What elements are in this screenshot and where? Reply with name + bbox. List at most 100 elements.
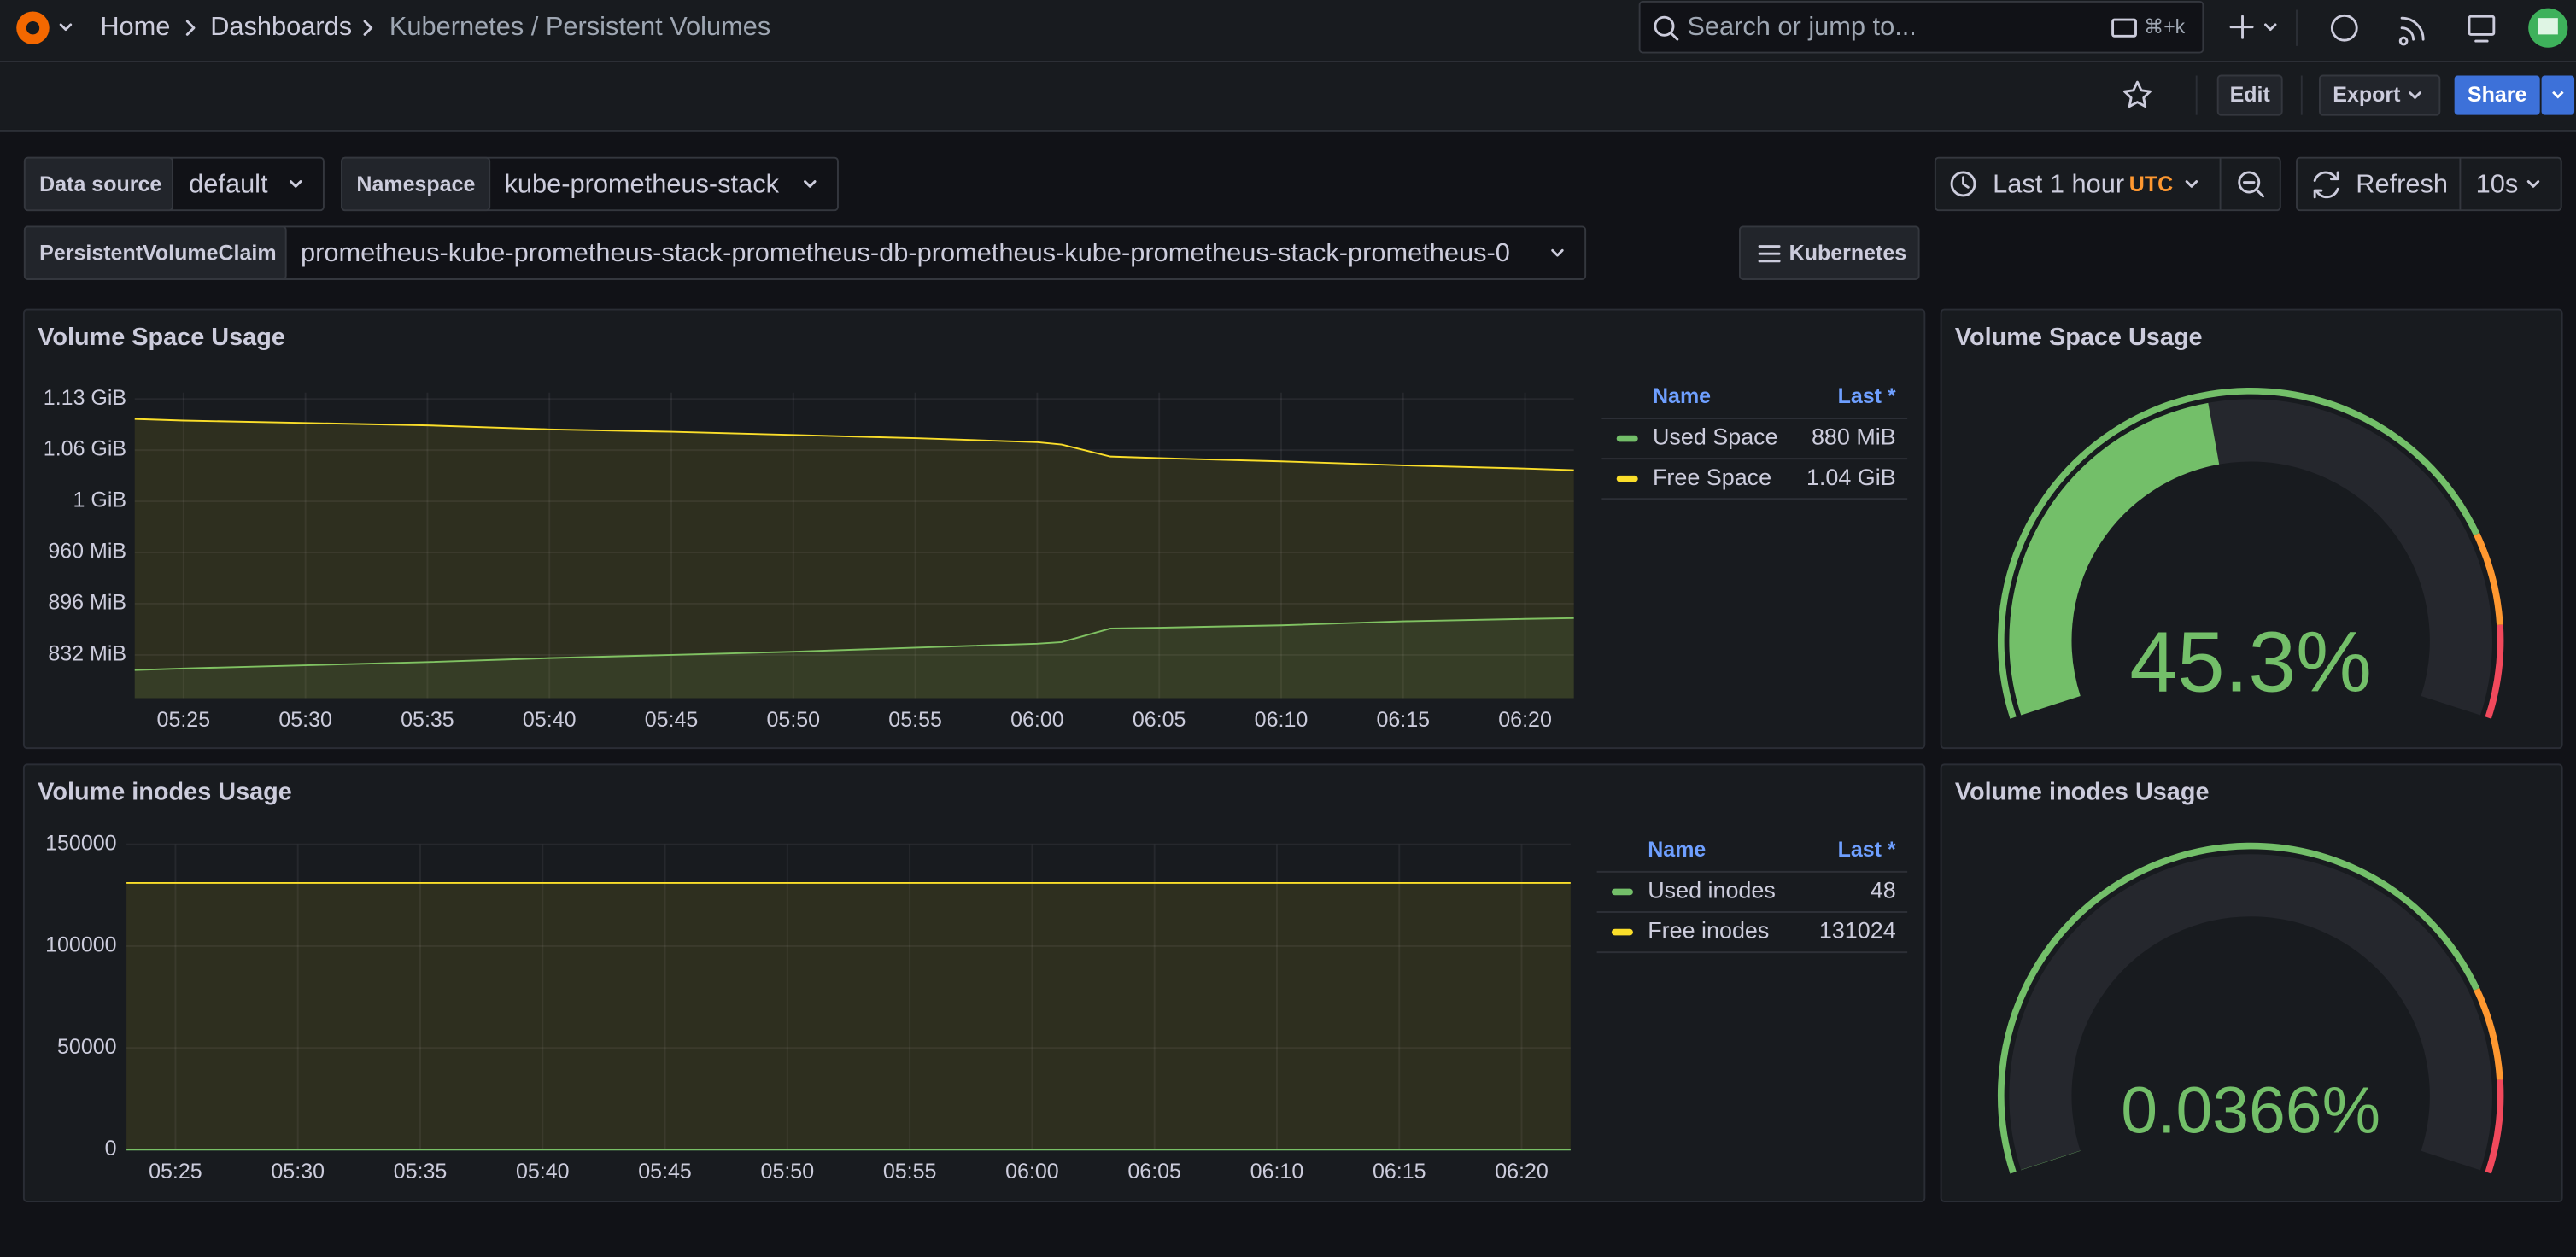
x-tick-label: 06:20 bbox=[1495, 1160, 1549, 1184]
x-tick-label: 06:10 bbox=[1255, 708, 1308, 732]
kiosk-button[interactable] bbox=[2468, 15, 2496, 36]
add-button[interactable] bbox=[2229, 15, 2277, 39]
x-tick-label: 06:15 bbox=[1376, 708, 1430, 732]
y-tick-label: 1.13 GiB bbox=[44, 386, 126, 410]
x-tick-label: 06:05 bbox=[1133, 708, 1186, 732]
legend-name[interactable]: Used inodes bbox=[1648, 878, 1776, 903]
refresh-label[interactable]: Refresh bbox=[2356, 168, 2448, 198]
clock-icon bbox=[1962, 176, 1970, 189]
panel-title: Volume inodes Usage bbox=[1955, 779, 2210, 806]
panel bbox=[22, 763, 1926, 1202]
time-picker[interactable] bbox=[1934, 156, 2281, 212]
y-tick-label: 832 MiB bbox=[48, 642, 126, 666]
legend-header: Last * bbox=[1838, 838, 1896, 862]
export-label: Export bbox=[2333, 83, 2401, 107]
share-button[interactable] bbox=[2454, 75, 2540, 115]
edit-button[interactable] bbox=[2216, 74, 2283, 116]
threshold-band bbox=[2485, 624, 2504, 719]
legend-header: Last * bbox=[1838, 384, 1896, 408]
legend-swatch bbox=[1616, 435, 1638, 442]
breadcrumb[interactable]: Kubernetes / Persistent Volumes bbox=[389, 11, 770, 41]
x-tick-label: 06:10 bbox=[1250, 1160, 1304, 1184]
x-tick-label: 05:25 bbox=[149, 1160, 202, 1184]
variable-label: PersistentVolumeClaim bbox=[39, 242, 276, 266]
news-button[interactable] bbox=[2398, 16, 2425, 46]
legend-last: 1.04 GiB bbox=[1806, 465, 1896, 490]
chevron bbox=[290, 180, 302, 188]
legend-last: 48 bbox=[1871, 878, 1896, 903]
y-tick-label: 896 MiB bbox=[48, 591, 126, 615]
y-tick-label: 1.06 GiB bbox=[44, 437, 126, 461]
gauge-value bbox=[2009, 402, 2220, 716]
series-area bbox=[134, 617, 1574, 699]
legend-swatch bbox=[1611, 928, 1633, 936]
series-area bbox=[134, 418, 1574, 699]
panel-title: Volume inodes Usage bbox=[38, 779, 292, 806]
refresh-picker[interactable] bbox=[2296, 156, 2562, 212]
legend-last: 131024 bbox=[1819, 918, 1896, 944]
variable-label-box bbox=[23, 156, 173, 212]
clock-icon bbox=[1950, 171, 1976, 197]
export-button[interactable] bbox=[2318, 74, 2441, 116]
chevron bbox=[804, 180, 817, 188]
search-icon bbox=[1669, 32, 1679, 41]
toolbar bbox=[0, 62, 2576, 130]
threshold-band bbox=[2485, 1079, 2504, 1174]
variable-label-box bbox=[341, 156, 491, 212]
legend-name[interactable]: Used Space bbox=[1653, 424, 1778, 450]
y-tick-label: 1 GiB bbox=[73, 488, 127, 512]
dashboard-link[interactable] bbox=[1738, 225, 1920, 280]
menu-icon bbox=[1758, 245, 1781, 263]
x-tick-label: 05:40 bbox=[523, 708, 577, 732]
threshold-band bbox=[1998, 388, 2480, 719]
x-tick-label: 05:45 bbox=[638, 1160, 692, 1184]
x-tick-label: 06:05 bbox=[1127, 1160, 1181, 1184]
chevron bbox=[2409, 91, 2421, 99]
variable-value: prometheus-kube-prometheus-stack-prometh… bbox=[301, 237, 1510, 267]
chevron bbox=[2552, 91, 2564, 99]
gauge-value-label: 0.0366% bbox=[2121, 1073, 2380, 1147]
panel-title: Volume Space Usage bbox=[38, 324, 285, 351]
star-button[interactable] bbox=[2122, 80, 2152, 108]
threshold-band bbox=[2474, 533, 2503, 626]
help-button[interactable] bbox=[2330, 14, 2358, 42]
variable-label: Namespace bbox=[356, 172, 475, 196]
y-tick-label: 960 MiB bbox=[48, 540, 126, 564]
legend-header: Name bbox=[1648, 838, 1706, 862]
avatar-face bbox=[2538, 18, 2558, 35]
x-tick-label: 05:50 bbox=[767, 708, 821, 732]
x-tick-label: 05:30 bbox=[278, 708, 332, 732]
search-placeholder: Search or jump to... bbox=[1687, 11, 1916, 41]
link-label: Kubernetes bbox=[1789, 242, 1907, 266]
shortcut: ⌘+k bbox=[2144, 15, 2186, 38]
variable-label: Data source bbox=[39, 172, 161, 196]
breadcrumb[interactable]: Dashboards bbox=[210, 11, 352, 41]
keyboard-icon bbox=[2111, 18, 2137, 38]
chevron bbox=[2526, 180, 2540, 188]
variable-label-box bbox=[23, 225, 287, 280]
time-range: Last 1 hour bbox=[1993, 168, 2124, 198]
x-tick-label: 05:40 bbox=[516, 1160, 570, 1184]
legend-name[interactable]: Free inodes bbox=[1648, 918, 1769, 944]
separator bbox=[363, 20, 373, 36]
search-box[interactable] bbox=[1638, 0, 2204, 54]
legend-name[interactable]: Free Space bbox=[1653, 465, 1771, 490]
zoom-out[interactable] bbox=[2238, 171, 2261, 194]
panel bbox=[22, 308, 1926, 750]
x-tick-label: 06:20 bbox=[1498, 708, 1552, 732]
x-tick-label: 06:15 bbox=[1373, 1160, 1426, 1184]
y-tick-label: 150000 bbox=[45, 831, 116, 855]
threshold-band bbox=[2474, 987, 2503, 1080]
refresh-interval[interactable]: 10s bbox=[2476, 168, 2519, 198]
gauge-value-label: 45.3% bbox=[2129, 614, 2372, 710]
legend-swatch bbox=[1616, 475, 1638, 482]
breadcrumb[interactable]: Home bbox=[100, 11, 170, 41]
series-area bbox=[126, 882, 1571, 1150]
logo-core bbox=[26, 21, 40, 35]
legend-swatch bbox=[1611, 888, 1633, 896]
y-tick-label: 100000 bbox=[45, 933, 116, 957]
legend-header: Name bbox=[1653, 384, 1711, 408]
x-tick-label: 05:55 bbox=[883, 1160, 937, 1184]
